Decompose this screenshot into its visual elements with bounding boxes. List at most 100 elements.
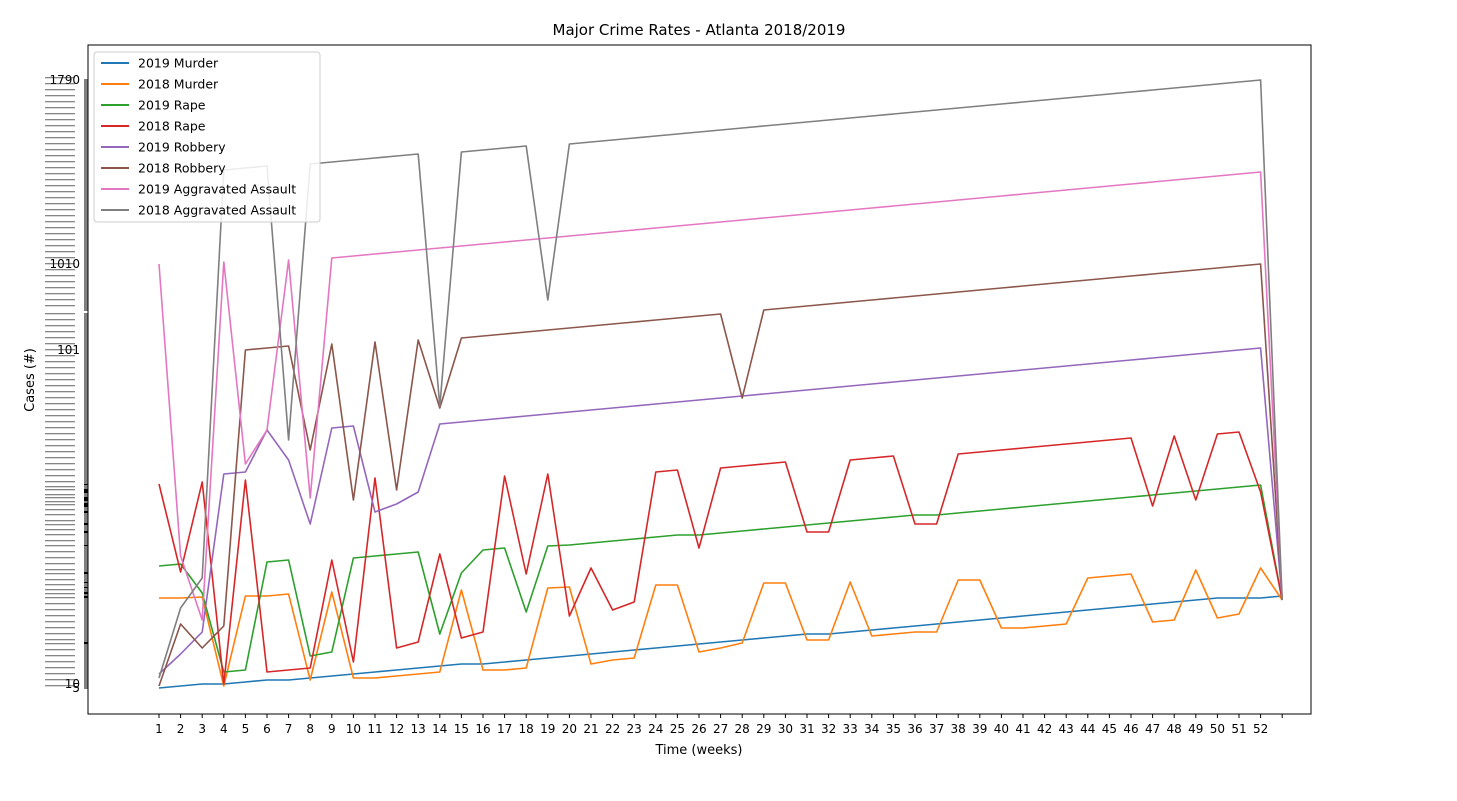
x-tick-label: 36 bbox=[907, 722, 922, 736]
y-tick-label-clutter bbox=[45, 137, 75, 139]
x-tick-label: 39 bbox=[972, 722, 987, 736]
x-tick-label: 21 bbox=[583, 722, 598, 736]
y-tick-label-clutter bbox=[45, 573, 75, 575]
x-tick-label: 10 bbox=[346, 722, 361, 736]
legend-label: 2019 Aggravated Assault bbox=[138, 182, 296, 197]
y-tick-label-clutter bbox=[45, 197, 75, 199]
y-tick-label-clutter bbox=[45, 379, 75, 381]
legend-label: 2019 Rape bbox=[138, 98, 206, 113]
x-tick-label: 44 bbox=[1080, 722, 1095, 736]
y-tick-label-clutter bbox=[45, 633, 75, 635]
y-tick-label-clutter bbox=[45, 494, 75, 496]
y-tick-label-clutter bbox=[45, 257, 75, 259]
y-tick-label-clutter bbox=[45, 215, 75, 217]
y-tick-label-clutter bbox=[45, 679, 75, 681]
y-tick-label-clutter bbox=[45, 439, 75, 441]
x-tick-label: 8 bbox=[306, 722, 314, 736]
y-tick-label-clutter bbox=[45, 615, 75, 617]
y-tick-label-clutter bbox=[45, 427, 75, 429]
y-tick-label-clutter bbox=[45, 557, 75, 559]
x-tick-label: 48 bbox=[1167, 722, 1182, 736]
x-tick-label: 11 bbox=[367, 722, 382, 736]
series-line-2 bbox=[158, 484, 1283, 673]
y-tick-label-clutter bbox=[45, 167, 75, 169]
y-tick-label-clutter bbox=[45, 161, 75, 163]
y-tick-label-clutter bbox=[45, 113, 75, 115]
x-tick-label: 32 bbox=[821, 722, 836, 736]
x-tick-label: 5 bbox=[242, 722, 250, 736]
y-tick-label-clutter bbox=[45, 325, 75, 327]
x-tick-label: 23 bbox=[627, 722, 642, 736]
x-tick-label: 7 bbox=[285, 722, 293, 736]
y-tick-label-clutter bbox=[45, 655, 75, 657]
y-tick-label-clutter bbox=[45, 540, 75, 542]
x-tick-label: 52 bbox=[1253, 722, 1268, 736]
x-tick-label: 27 bbox=[713, 722, 728, 736]
x-tick-label: 15 bbox=[454, 722, 469, 736]
x-axis: 1 2 3 4 5 6 7 8 9 10 11 12 13 14 15 16 17 18 19 20 21 22 23 24 2… bbox=[155, 714, 1283, 736]
y-tick-label-clutter bbox=[45, 101, 75, 103]
x-tick-label: 14 bbox=[432, 722, 447, 736]
y-tick-label-clutter bbox=[45, 269, 75, 271]
x-tick-label: 22 bbox=[605, 722, 620, 736]
x-tick-label: 38 bbox=[951, 722, 966, 736]
x-tick-label: 46 bbox=[1123, 722, 1138, 736]
y-tick-label-clutter bbox=[45, 475, 75, 477]
x-tick-label: 24 bbox=[648, 722, 663, 736]
y-tick-label-clutter bbox=[45, 95, 75, 97]
y-tick-label-clutter bbox=[45, 355, 75, 357]
y-tick-label-clutter bbox=[45, 563, 75, 565]
legend-box bbox=[93, 51, 321, 223]
y-tick-label-clutter bbox=[45, 343, 75, 345]
y-axis-label: Cases (#) bbox=[23, 348, 38, 412]
x-tick-label: 41 bbox=[1015, 722, 1030, 736]
y-tick-label-clutter bbox=[45, 643, 75, 645]
y-tick-label-clutter bbox=[45, 119, 75, 121]
y-tick-label-clutter bbox=[45, 185, 75, 187]
x-tick-label: 18 bbox=[519, 722, 534, 736]
y-tick-label-clutter bbox=[45, 305, 75, 307]
y-tick-label-clutter bbox=[45, 551, 75, 553]
y-tick-label-clutter bbox=[45, 545, 75, 547]
y-tick-label: 1790 bbox=[49, 73, 80, 87]
x-tick-label: 51 bbox=[1231, 722, 1246, 736]
y-tick-label-clutter bbox=[45, 143, 75, 145]
series-line-4 bbox=[158, 347, 1283, 675]
y-tick-label-clutter bbox=[45, 509, 75, 511]
y-tick-label-clutter bbox=[45, 415, 75, 417]
y-tick-label-clutter bbox=[45, 281, 75, 283]
y-tick-label-clutter bbox=[45, 191, 75, 193]
y-tick-label-clutter bbox=[45, 331, 75, 333]
y-tick-label-clutter bbox=[45, 409, 75, 411]
y-tick-label-clutter bbox=[45, 209, 75, 211]
y-tick-label-clutter bbox=[45, 337, 75, 339]
x-tick-label: 16 bbox=[475, 722, 490, 736]
y-tick-label-clutter bbox=[45, 89, 75, 91]
x-tick-label: 43 bbox=[1059, 722, 1074, 736]
x-tick-label: 37 bbox=[929, 722, 944, 736]
y-tick-label-clutter bbox=[45, 489, 75, 491]
series-line-3 bbox=[158, 431, 1283, 685]
x-tick-label: 12 bbox=[389, 722, 404, 736]
x-tick-label: 30 bbox=[778, 722, 793, 736]
y-tick-label-clutter bbox=[45, 397, 75, 399]
legend: 2019 Murder 2018 Murder 2019 Rape 2018 Rape… bbox=[93, 51, 321, 223]
x-tick-label: 33 bbox=[843, 722, 858, 736]
legend-label: 2018 Aggravated Assault bbox=[138, 203, 296, 218]
series-line-7 bbox=[158, 79, 1283, 679]
y-tick-label-clutter bbox=[45, 451, 75, 453]
chart-title: Major Crime Rates - Atlanta 2018/2019 bbox=[553, 21, 846, 39]
y-tick-label-clutter bbox=[45, 313, 75, 315]
y-tick-label-clutter bbox=[45, 403, 75, 405]
series-line-6 bbox=[158, 171, 1283, 621]
y-tick-label-clutter bbox=[45, 107, 75, 109]
series-lines bbox=[158, 79, 1283, 689]
y-tick-label-clutter bbox=[45, 77, 75, 79]
y-tick-label-clutter bbox=[45, 661, 75, 663]
y-tick-label: 10 bbox=[65, 677, 80, 691]
y-tick-label-clutter bbox=[45, 469, 75, 471]
y-tick-label-clutter bbox=[45, 203, 75, 205]
y-tick-label-clutter bbox=[45, 603, 75, 605]
x-tick-label: 45 bbox=[1102, 722, 1117, 736]
